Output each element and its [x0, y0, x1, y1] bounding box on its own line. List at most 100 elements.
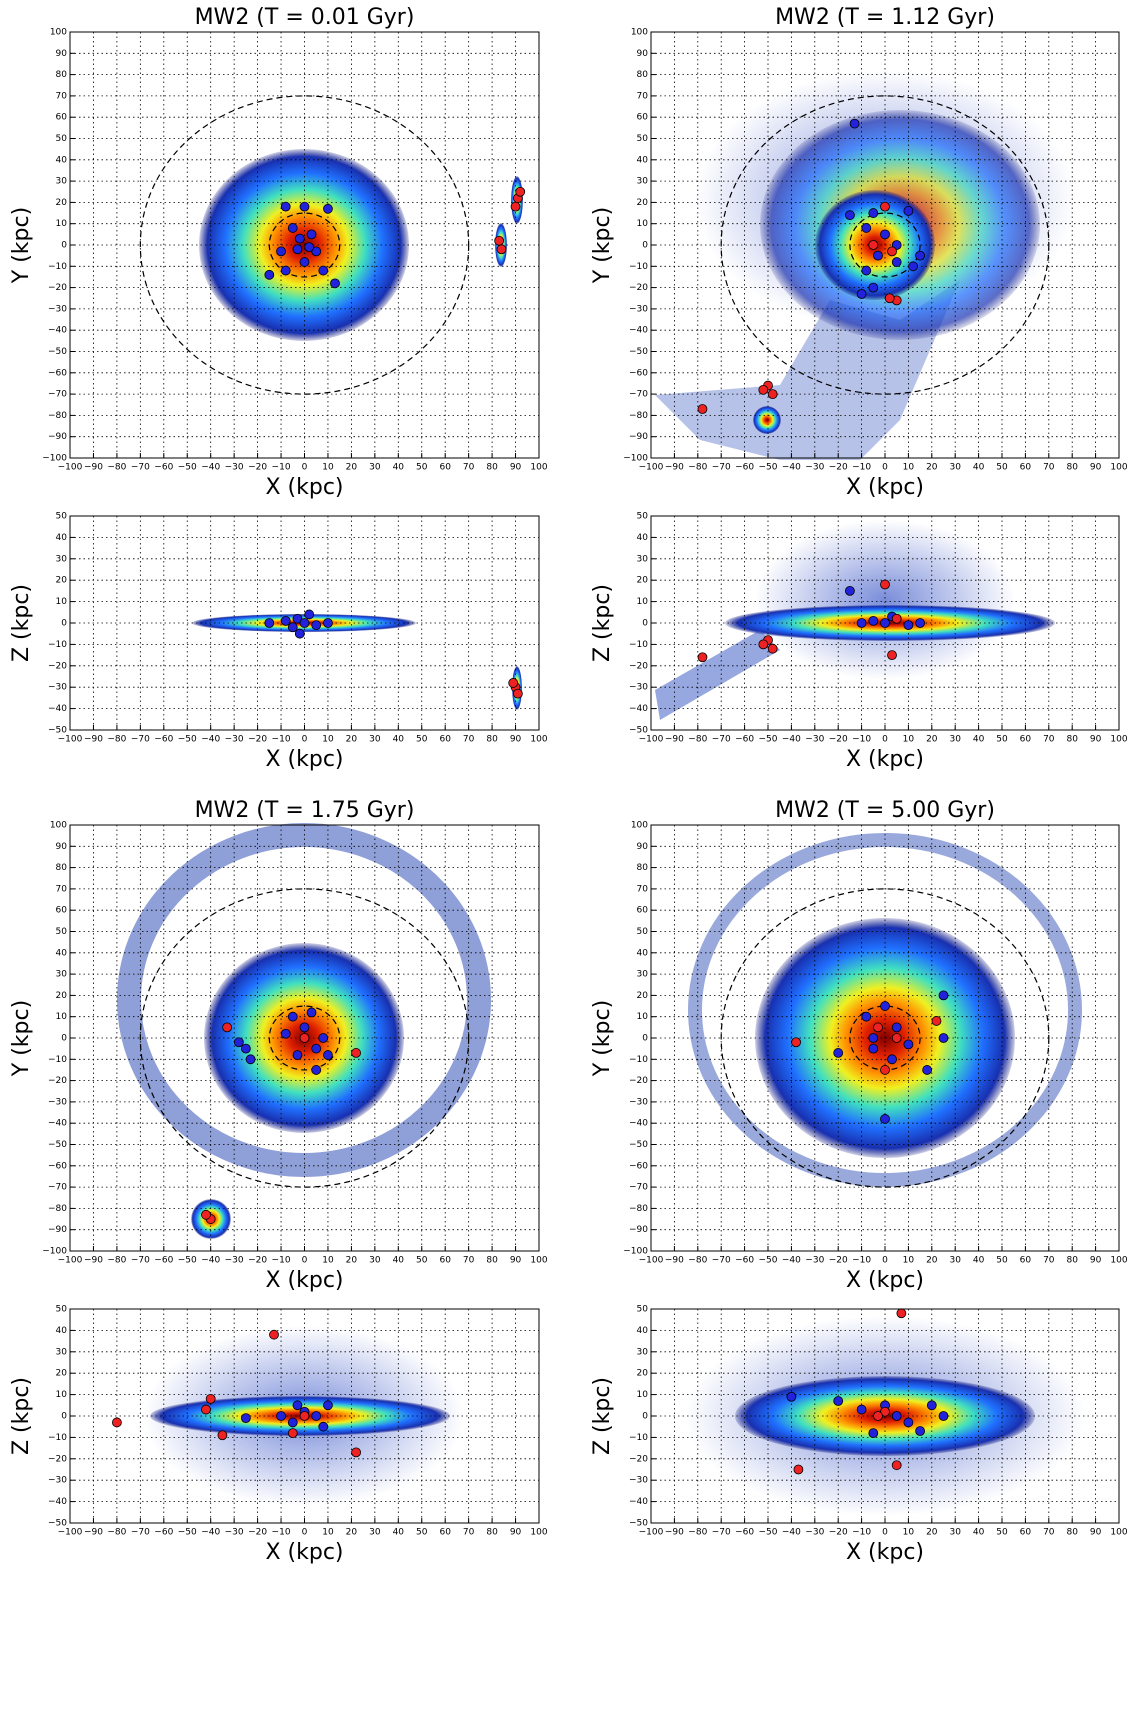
x-tick-label: −10	[272, 1528, 291, 1538]
x-tick-label: 30	[949, 735, 961, 745]
cluster-point	[868, 240, 879, 250]
y-tick-label: −10	[629, 262, 648, 272]
y-tick-label: 20	[637, 576, 649, 586]
cluster-point	[887, 1054, 897, 1065]
x-tick-label: 100	[530, 735, 547, 745]
x-tick-label: 30	[949, 1256, 961, 1266]
cluster-point	[887, 246, 897, 257]
cluster-point	[508, 678, 519, 688]
cluster-point	[240, 1413, 251, 1424]
chart-title: MW2 (T = 0.01 Gyr)	[195, 5, 415, 30]
x-tick-label: −70	[131, 1528, 150, 1538]
y-tick-label: 0	[642, 619, 648, 629]
x-tick-label: 50	[996, 1256, 1008, 1266]
y-tick-label: −40	[629, 1119, 648, 1129]
cluster-point	[793, 1464, 804, 1475]
cluster-point	[299, 618, 310, 628]
x-tick-label: 80	[486, 735, 498, 745]
x-tick-label: −30	[805, 463, 824, 473]
x-tick-label: −80	[688, 1256, 707, 1266]
reference-circle	[139, 888, 470, 1188]
y-tick-label: −20	[48, 661, 67, 671]
x-tick-label: −20	[829, 735, 848, 745]
y-tick-label: 0	[61, 1412, 67, 1422]
cluster-point	[287, 223, 298, 233]
y-tick-label: −30	[629, 1097, 648, 1107]
y-tick-label: −40	[629, 326, 648, 336]
panel: −100 −90 −80 −70 −60 −50 −40 −30 −20 −10 0 10 20 30 40…	[9, 512, 548, 773]
cluster-point	[922, 1065, 933, 1075]
cluster-point	[280, 201, 291, 212]
x-tick-label: −70	[712, 735, 731, 745]
y-tick-label: 40	[56, 155, 68, 165]
y-tick-label: 100	[631, 821, 648, 831]
y-tick-label: 20	[56, 1369, 68, 1379]
x-tick-label: 40	[393, 1256, 405, 1266]
x-tick-label: 40	[973, 463, 985, 473]
x-tick-label: 70	[1043, 1528, 1055, 1538]
y-tick-label: −50	[629, 347, 648, 357]
y-tick-label: −50	[48, 726, 67, 736]
x-tick-label: 10	[903, 463, 915, 473]
plot-frame	[69, 824, 540, 1252]
x-tick-label: −50	[178, 735, 197, 745]
cluster-point	[299, 1411, 310, 1421]
density-fields	[117, 70, 1085, 1516]
y-tick-label: 30	[637, 177, 649, 187]
plot-frame	[650, 1308, 1120, 1524]
cluster-point	[294, 628, 305, 639]
plot-frame	[69, 1308, 540, 1524]
y-tick-label: −60	[48, 1161, 67, 1171]
cluster-point	[845, 210, 855, 221]
x-tick-label: −70	[131, 735, 150, 745]
x-tick-label: −10	[852, 1256, 871, 1266]
cluster-point	[318, 1033, 329, 1043]
y-tick-label: 60	[56, 113, 68, 123]
y-tick-label: 70	[637, 884, 649, 894]
y-tick-label: −30	[629, 304, 648, 314]
cluster-point	[938, 1033, 949, 1043]
x-tick-label: −20	[829, 1528, 848, 1538]
cluster-point	[891, 613, 902, 624]
x-tick-label: 90	[510, 735, 522, 745]
x-tick-label: 20	[926, 463, 938, 473]
y-tick-label: −70	[629, 1183, 648, 1193]
x-tick-label: −60	[154, 463, 173, 473]
cluster-point	[915, 1426, 925, 1436]
y-tick-label: 30	[637, 1347, 649, 1357]
x-tick-label: −10	[272, 463, 291, 473]
x-tick-label: −80	[107, 1256, 126, 1266]
y-tick-label: 50	[56, 927, 68, 937]
cluster-point	[938, 1411, 949, 1421]
cluster-point	[287, 1428, 298, 1439]
density	[753, 406, 781, 434]
cluster-point	[201, 1404, 211, 1415]
y-tick-label: 20	[637, 991, 649, 1001]
cluster-point	[323, 618, 333, 628]
x-tick-label: 20	[926, 1256, 938, 1266]
x-tick-label: 0	[302, 735, 308, 745]
cluster-point	[311, 1411, 322, 1421]
x-tick-label: −40	[201, 463, 220, 473]
y-tick-label: −80	[629, 411, 648, 421]
x-tick-label: 90	[1090, 735, 1102, 745]
y-tick-label: 30	[56, 177, 68, 187]
x-axis-label: X (kpc)	[265, 747, 343, 772]
x-tick-label: 80	[486, 1256, 498, 1266]
x-tick-label: −20	[248, 1528, 267, 1538]
x-axis-label: X (kpc)	[846, 1540, 924, 1565]
reference-circle	[268, 1005, 341, 1071]
y-tick-label: −20	[629, 283, 648, 293]
y-tick-label: 100	[50, 821, 67, 831]
x-tick-label: −40	[782, 1256, 801, 1266]
y-tick-label: 0	[61, 619, 67, 629]
plot-frame	[650, 31, 1120, 459]
x-tick-label: 100	[530, 1256, 547, 1266]
x-tick-label: 10	[903, 735, 915, 745]
x-tick-label: −40	[782, 1528, 801, 1538]
x-tick-label: −50	[759, 1256, 778, 1266]
y-tick-label: 20	[56, 576, 68, 586]
x-tick-label: 100	[530, 463, 547, 473]
chart-title: MW2 (T = 5.00 Gyr)	[775, 798, 995, 823]
